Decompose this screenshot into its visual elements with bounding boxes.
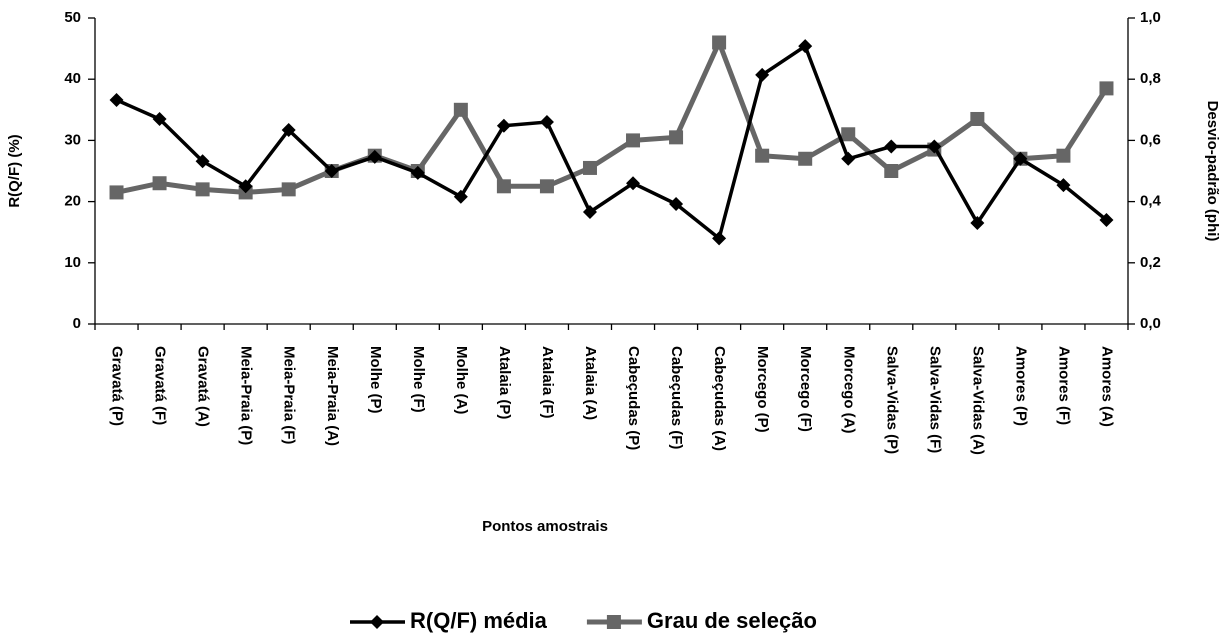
x-tick-label: Morcego (F) — [797, 346, 814, 432]
point — [1056, 148, 1071, 163]
legend-marker — [370, 615, 384, 629]
y2-tick-label: 0,2 — [1140, 254, 1161, 271]
x-tick-label: Cabeçudas (A) — [711, 346, 728, 451]
point — [626, 133, 641, 148]
point — [195, 182, 210, 197]
x-tick-label: Gravatá (P) — [109, 346, 126, 426]
point — [453, 102, 468, 117]
point — [970, 216, 985, 231]
x-tick-label: Salva-Vidas (P) — [883, 346, 900, 454]
point — [626, 176, 641, 191]
point — [195, 154, 210, 169]
x-tick-label: Meia-Praia (F) — [281, 346, 298, 444]
point — [755, 148, 770, 163]
point — [281, 182, 296, 197]
point — [712, 35, 727, 50]
point — [1013, 151, 1028, 166]
x-tick-label: Salva-Vidas (F) — [926, 346, 943, 453]
point — [496, 118, 511, 133]
y-tick-label: 50 — [64, 9, 81, 26]
x-tick-label: Amores (F) — [1055, 346, 1072, 425]
y-axis-label: R(Q/F) (%) — [6, 134, 23, 207]
x-tick-label: Atalaia (F) — [539, 346, 556, 419]
point — [109, 185, 124, 200]
x-tick-label: Molhe (P) — [367, 346, 384, 414]
point — [152, 176, 167, 191]
point — [712, 231, 727, 246]
x-tick-label: Salva-Vidas (A) — [969, 346, 986, 455]
point — [582, 205, 597, 220]
y2-tick-label: 0,0 — [1140, 315, 1161, 332]
point — [539, 115, 554, 130]
x-tick-label: Cabeçudas (F) — [668, 346, 685, 449]
point — [884, 139, 899, 154]
point — [324, 164, 339, 178]
y-tick-label: 0 — [73, 315, 81, 332]
x-tick-label: Gravatá (F) — [152, 346, 169, 425]
x-tick-label: Cabeçudas (P) — [625, 346, 642, 450]
series-line — [115, 35, 1109, 195]
x-tick-label: Molhe (A) — [453, 346, 470, 414]
y-tick-label: 40 — [64, 70, 81, 87]
point — [152, 111, 167, 126]
x-tick-label: Atalaia (A) — [582, 346, 599, 420]
point — [841, 151, 856, 166]
y2-axis-label: Desvio-padrão (phi) — [1204, 101, 1221, 242]
point — [410, 165, 425, 180]
point — [669, 130, 684, 145]
point — [669, 197, 684, 212]
series-line — [115, 43, 1108, 242]
point — [238, 179, 253, 194]
point — [539, 179, 554, 194]
y-tick-label: 30 — [64, 131, 81, 148]
x-tick-label: Gravatá (A) — [195, 346, 212, 427]
y2-tick-label: 0,6 — [1140, 131, 1161, 148]
x-tick-label: Molhe (F) — [410, 346, 427, 413]
x-tick-label: Meia-Praia (P) — [238, 346, 255, 445]
x-tick-label: Amores (A) — [1099, 346, 1116, 427]
y2-tick-label: 0,4 — [1140, 193, 1162, 210]
y2-tick-label: 0,8 — [1140, 70, 1161, 87]
point — [927, 139, 942, 154]
point — [884, 164, 899, 178]
x-tick-label: Morcego (A) — [840, 346, 857, 434]
point — [453, 189, 468, 204]
point — [109, 93, 124, 108]
legend-label: Grau de seleção — [647, 608, 817, 633]
point — [755, 67, 770, 82]
legend-label: R(Q/F) média — [410, 608, 548, 633]
x-tick-label: Morcego (P) — [754, 346, 771, 433]
point — [841, 127, 856, 142]
point — [1099, 81, 1114, 96]
point — [582, 160, 597, 175]
point — [1056, 178, 1071, 193]
y-tick-label: 20 — [64, 193, 81, 210]
y2-tick-label: 1,0 — [1140, 9, 1161, 26]
point — [496, 179, 511, 194]
x-axis-label: Pontos amostrais — [482, 518, 608, 535]
x-tick-label: Atalaia (P) — [496, 346, 513, 419]
point — [798, 151, 813, 166]
point — [970, 111, 985, 126]
x-tick-label: Meia-Praia (A) — [324, 346, 341, 446]
point — [1099, 212, 1114, 227]
y-tick-label: 10 — [64, 254, 81, 271]
point — [798, 39, 813, 54]
legend-marker — [606, 615, 621, 629]
x-tick-label: Amores (P) — [1012, 346, 1029, 426]
point — [367, 149, 382, 164]
point — [281, 122, 296, 137]
